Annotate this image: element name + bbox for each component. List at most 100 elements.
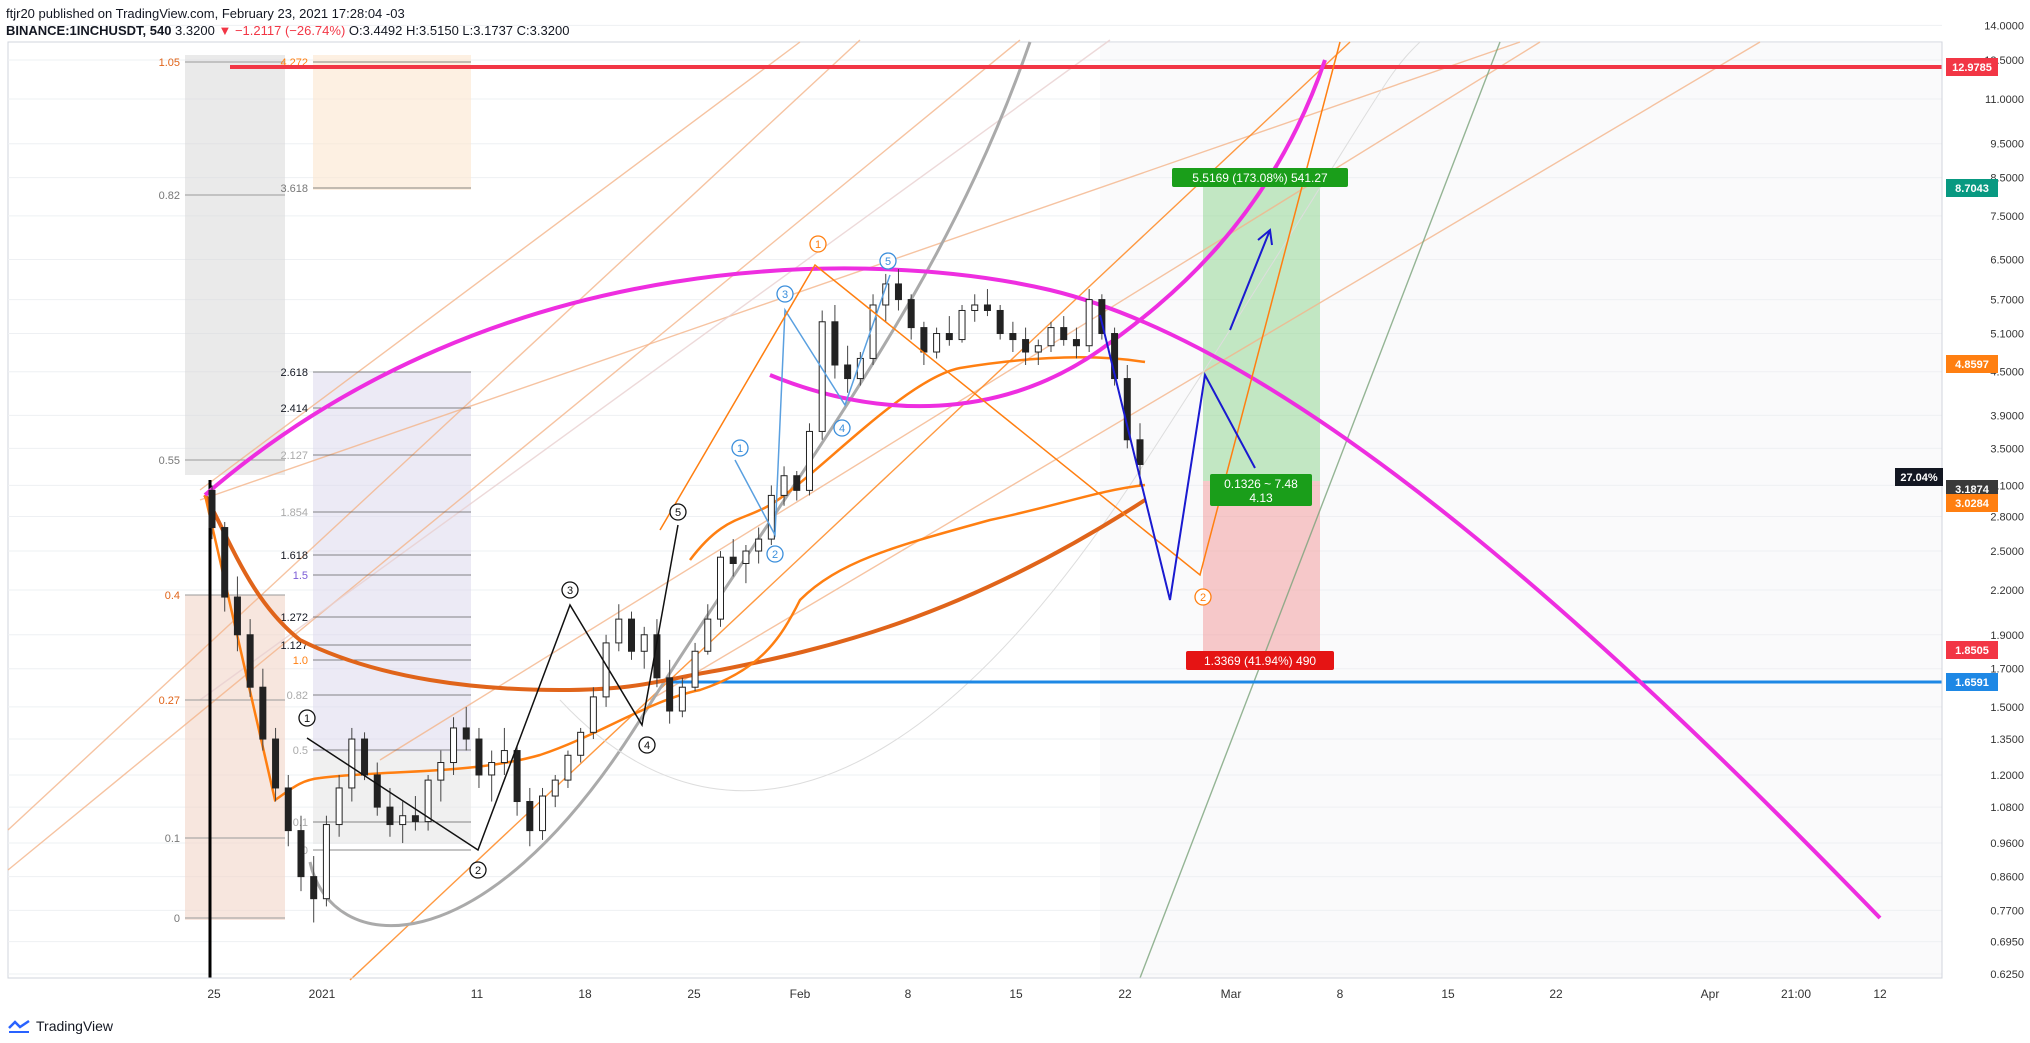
candle-body xyxy=(361,738,369,776)
chart-header: ftjr20 published on TradingView.com, Feb… xyxy=(6,5,569,39)
candle-body xyxy=(1060,327,1068,341)
candle-body xyxy=(1123,378,1131,441)
candle-body xyxy=(958,309,966,341)
fib-ext-label: 2.414 xyxy=(280,403,308,415)
candle-body xyxy=(221,527,229,598)
price-tag-label: 3.1874 xyxy=(1955,484,1990,496)
wave-black-circle xyxy=(669,503,687,521)
wave-orange-circle xyxy=(1194,588,1212,606)
fib-left-label: 0.4 xyxy=(165,590,180,602)
price-tick-label: 0.8600 xyxy=(1990,872,2024,884)
wave-black-circle xyxy=(298,709,316,727)
candle-body xyxy=(488,762,496,776)
price-tag-box xyxy=(1946,179,1998,197)
time-tick-label: 21:00 xyxy=(1781,987,1811,1001)
fib-left-label: 0 xyxy=(174,913,180,925)
candle-body xyxy=(246,634,254,688)
price-tick-label: 4.5000 xyxy=(1990,367,2024,379)
candle-body xyxy=(666,677,674,712)
fib-zone-peach xyxy=(313,55,471,190)
candle-body xyxy=(259,686,267,740)
projection-arrow-up xyxy=(1229,229,1271,331)
fib-ext-label: 1.618 xyxy=(280,550,308,562)
candle-body xyxy=(755,538,763,552)
fib-ext-label: 2.618 xyxy=(280,367,308,379)
candle-body xyxy=(767,494,775,540)
projection-path xyxy=(1099,314,1256,601)
fib-ext-label: 1.854 xyxy=(280,507,308,519)
tradingview-logo-icon xyxy=(8,1019,30,1033)
candle-body xyxy=(678,686,686,712)
open-value: O:3.4492 xyxy=(348,23,403,38)
time-tick-label: 15 xyxy=(1441,987,1455,1001)
ratio-label-2: 4.13 xyxy=(1249,491,1273,505)
thin-arc xyxy=(559,41,1421,792)
price-tag-label: 1.6591 xyxy=(1955,677,1989,689)
wave-black-label: 1 xyxy=(304,713,310,725)
wave-blue-label: 4 xyxy=(839,423,845,435)
elliott-wave-orange xyxy=(659,41,1341,577)
time-tick-label: 11 xyxy=(471,987,484,1001)
price-tag-box xyxy=(1946,673,1998,691)
candle-body xyxy=(589,696,597,733)
trend-line xyxy=(1139,41,1501,979)
price-tick-label: 0.7700 xyxy=(1990,905,2024,917)
trend-line xyxy=(199,41,801,491)
candle-body xyxy=(526,801,534,832)
fib-ext-label: 1.5 xyxy=(293,570,308,582)
candle-body xyxy=(424,779,432,823)
candle-body xyxy=(1085,299,1093,347)
time-tick-label: 22 xyxy=(1118,987,1132,1001)
fib-ext-label: 0.1 xyxy=(293,817,308,829)
symbol-label: BINANCE:1INCHUSDT, 540 xyxy=(6,23,172,38)
candle-body xyxy=(971,304,979,311)
price-tag-box xyxy=(1946,58,1998,76)
time-tick-label: Feb xyxy=(790,987,811,1001)
candle-body xyxy=(1072,339,1080,347)
fib-ext-label: 0.5 xyxy=(293,745,308,757)
candle-body xyxy=(844,364,852,380)
time-tick-label: 2021 xyxy=(309,987,336,1001)
wave-blue-circle xyxy=(879,252,897,270)
publish-line: ftjr20 published on TradingView.com, Feb… xyxy=(6,6,405,21)
price-tick-label: 1.5000 xyxy=(1990,702,2024,714)
time-tick-label: 8 xyxy=(1337,987,1344,1001)
wave-blue-circle xyxy=(731,439,749,457)
change-value: −1.2117 (−26.74%) xyxy=(234,23,346,38)
wave-black-circle xyxy=(561,581,579,599)
candle-body xyxy=(1098,299,1106,335)
trend-line xyxy=(7,39,1021,871)
time-tick-label: 18 xyxy=(578,987,592,1001)
price-tick-label: 2.2000 xyxy=(1990,585,2024,597)
candle-body xyxy=(793,475,801,491)
trend-line xyxy=(649,41,1761,701)
price-tick-label: 8.5000 xyxy=(1990,173,2024,185)
ratio-label-box xyxy=(1210,474,1312,506)
candle-body xyxy=(1034,345,1042,353)
wave-blue-circle xyxy=(766,545,784,563)
candle-body xyxy=(1009,333,1017,341)
candle-body xyxy=(1136,439,1144,465)
wave-black-circle xyxy=(638,736,656,754)
price-tag-box xyxy=(1946,494,1998,512)
wave-orange-label: 2 xyxy=(1200,592,1206,604)
candle-body xyxy=(322,824,330,900)
candle-body xyxy=(500,750,508,764)
candle-body xyxy=(310,876,318,900)
fib-zone-lavender xyxy=(313,372,471,752)
candle-body xyxy=(208,489,216,529)
fib-ext-label: 1.272 xyxy=(280,612,308,624)
candle-body xyxy=(780,475,788,496)
price-tag-box xyxy=(1946,641,1998,659)
candle-body xyxy=(983,304,991,311)
ma-mid-curve xyxy=(689,356,1146,561)
candle-body xyxy=(831,321,839,366)
candle-body xyxy=(272,738,280,789)
price-tick-label: 1.0800 xyxy=(1990,802,2024,814)
price-tag-label: 1.8505 xyxy=(1955,645,1989,657)
price-tick-label: 11.0000 xyxy=(1985,94,2024,106)
price-tick-label: 9.5000 xyxy=(1990,139,2024,151)
candle-body xyxy=(551,779,559,797)
candle-body xyxy=(640,634,648,652)
